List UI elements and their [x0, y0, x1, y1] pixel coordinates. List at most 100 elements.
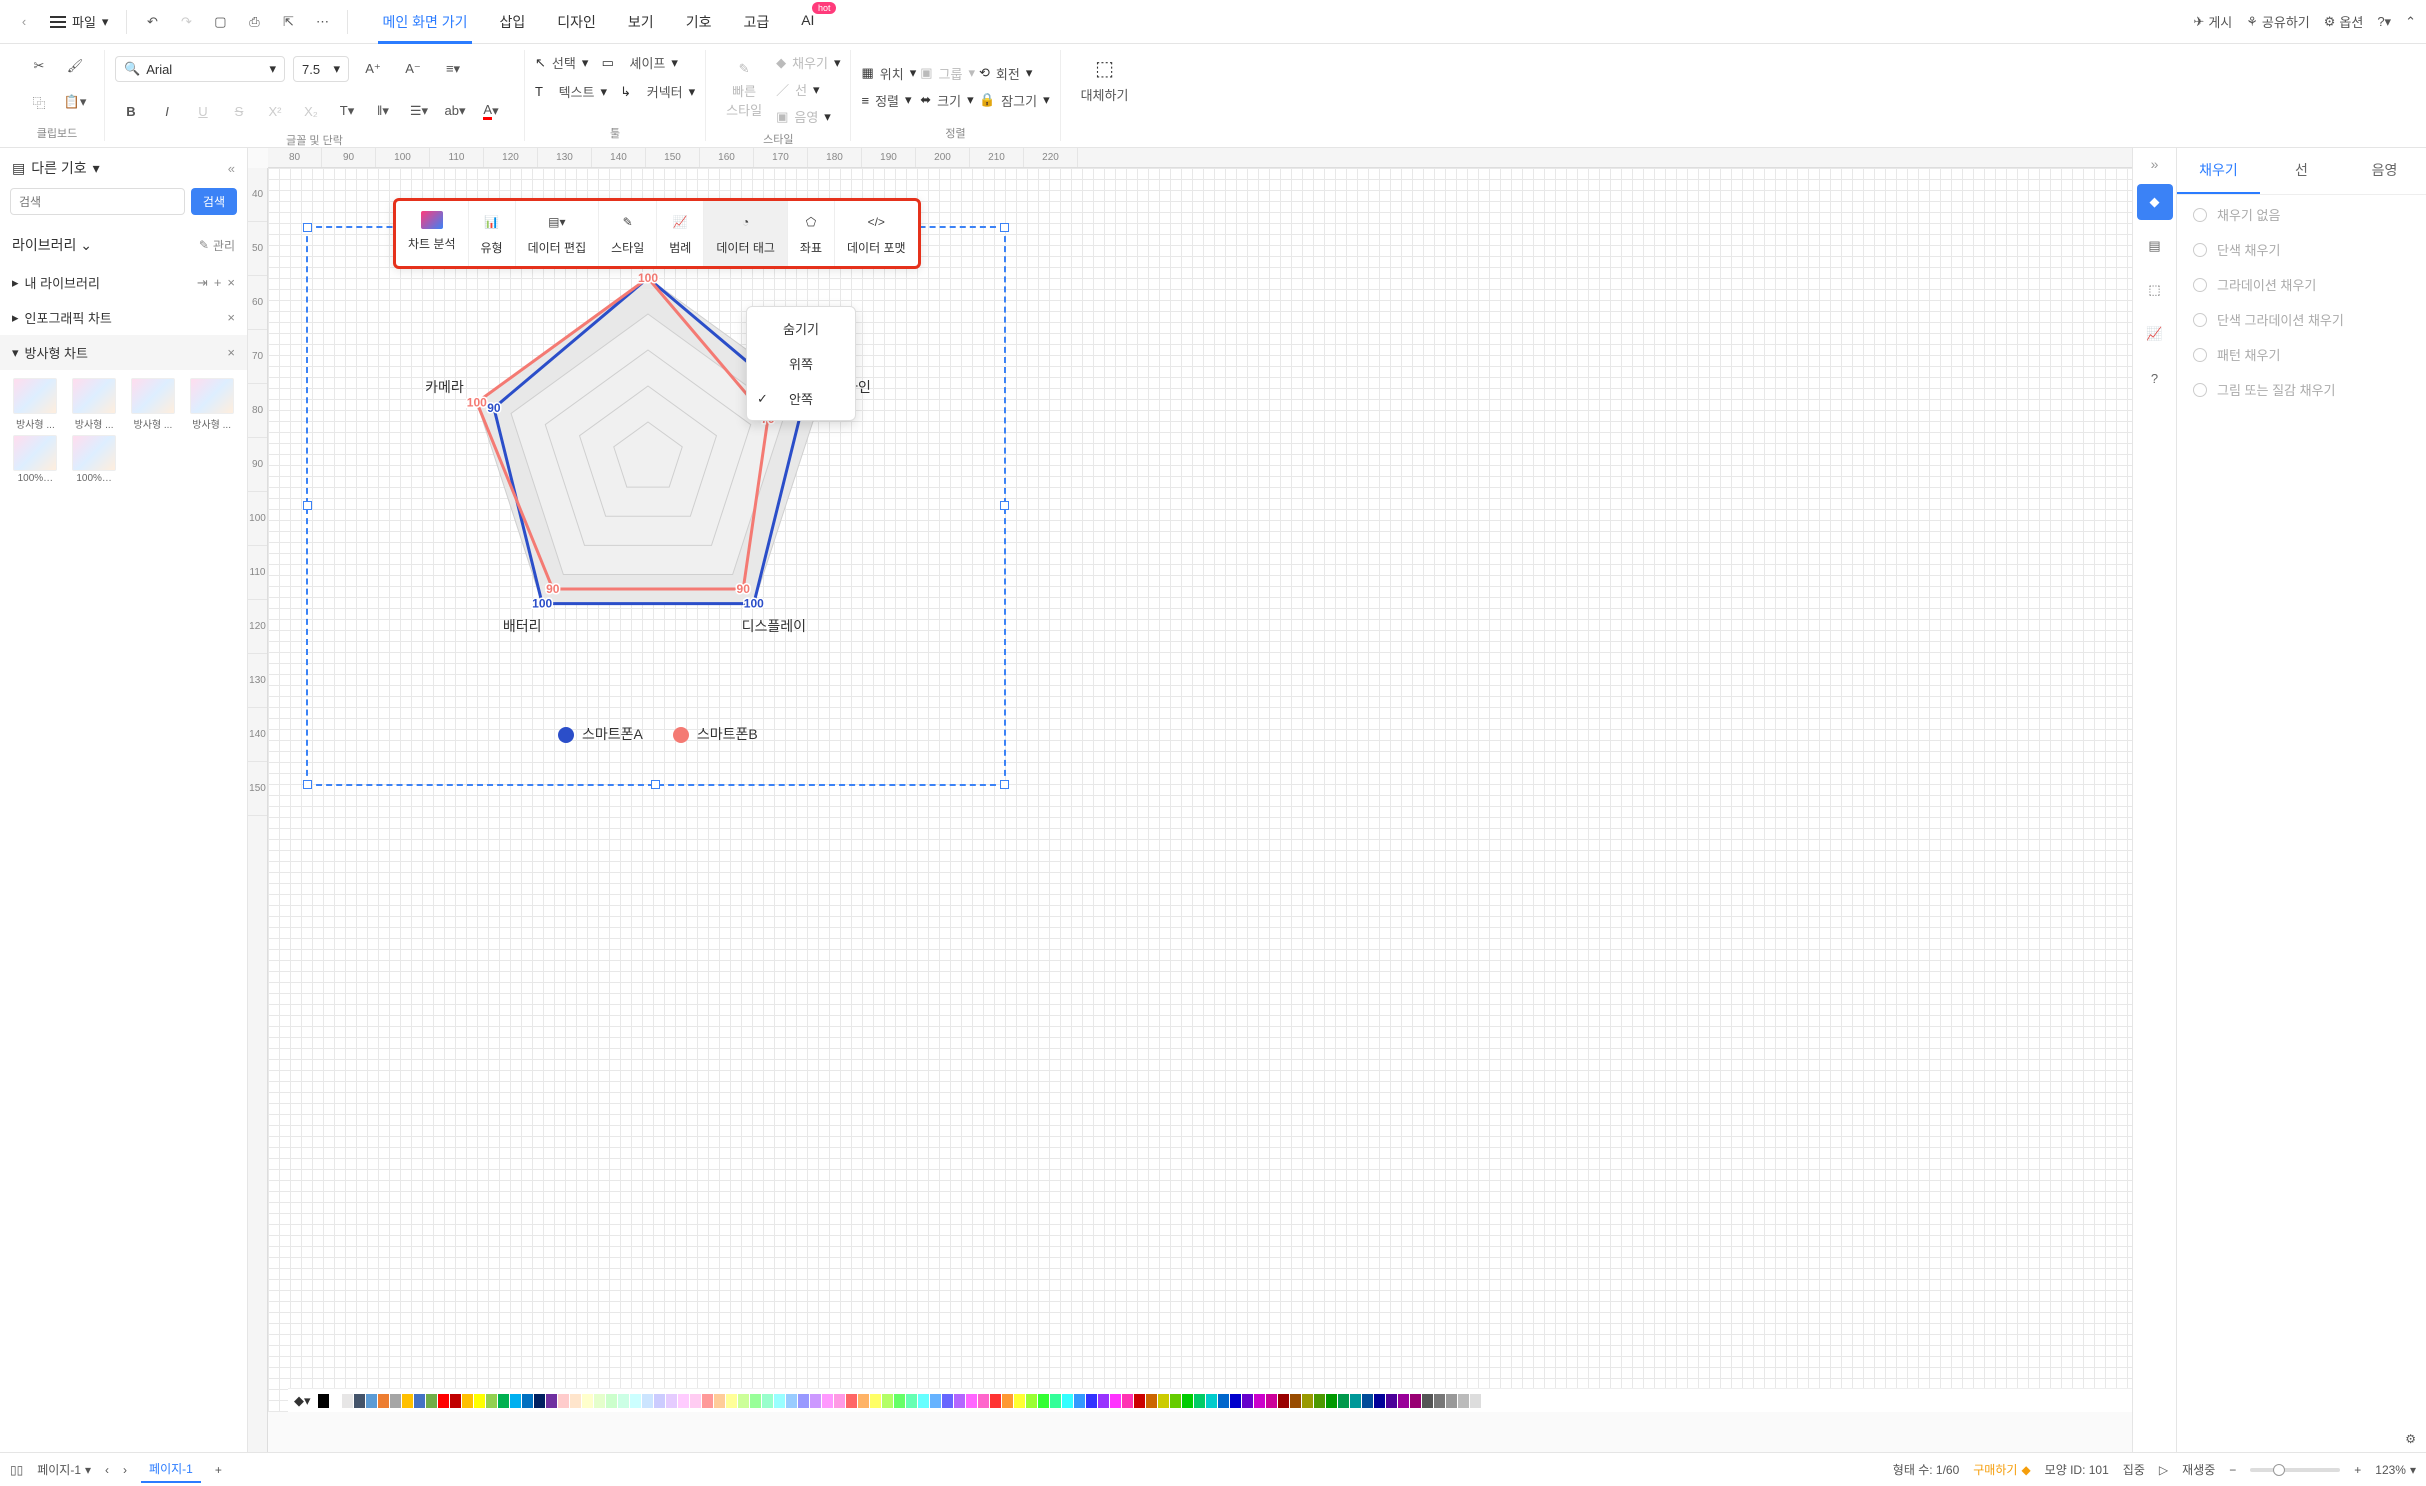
copy-button[interactable]: ⿻ — [23, 86, 55, 118]
collapse-left-button[interactable]: « — [228, 161, 235, 176]
color-swatch[interactable] — [342, 1394, 353, 1408]
underline-button[interactable]: U — [187, 95, 219, 127]
color-swatch[interactable] — [1158, 1394, 1169, 1408]
rp-tab-line[interactable]: 선 — [2260, 148, 2343, 194]
color-swatch[interactable] — [1290, 1394, 1301, 1408]
ct-format[interactable]: </>데이터 포맷 — [835, 201, 918, 266]
color-swatch[interactable] — [630, 1394, 641, 1408]
save-button[interactable]: ▢ — [205, 7, 235, 37]
redo-button[interactable]: ↷ — [171, 7, 201, 37]
color-swatch[interactable] — [354, 1394, 365, 1408]
color-swatch[interactable] — [702, 1394, 713, 1408]
tab-insert[interactable]: 삽입 — [496, 0, 530, 44]
color-swatch[interactable] — [402, 1394, 413, 1408]
export-button[interactable]: ⇱ — [273, 7, 303, 37]
position-menu[interactable]: ▦위치▾ — [861, 61, 916, 86]
color-swatch[interactable] — [1266, 1394, 1277, 1408]
font-shrink-button[interactable]: A⁻ — [397, 53, 429, 85]
color-swatch[interactable] — [1398, 1394, 1409, 1408]
color-swatch[interactable] — [378, 1394, 389, 1408]
color-swatch[interactable] — [1062, 1394, 1073, 1408]
font-grow-button[interactable]: A⁺ — [357, 53, 389, 85]
expand-right-button[interactable]: » — [2151, 156, 2159, 172]
color-swatch[interactable] — [882, 1394, 893, 1408]
fill-dropdown[interactable]: ◆▾ — [294, 1393, 311, 1409]
color-swatch[interactable] — [690, 1394, 701, 1408]
color-swatch[interactable] — [978, 1394, 989, 1408]
color-swatch[interactable] — [1422, 1394, 1433, 1408]
align-menu[interactable]: ≡정렬▾ — [861, 88, 916, 113]
format-painter-button[interactable]: 🖌 — [59, 50, 91, 82]
bullets-button[interactable]: ☰▾ — [403, 95, 435, 127]
help-button[interactable]: ?▾ — [2377, 14, 2391, 30]
color-swatch[interactable] — [1134, 1394, 1145, 1408]
shape-item[interactable]: 방사형 ... — [184, 378, 239, 431]
ct-data-tag[interactable]: ◔데이터 태그 — [704, 201, 788, 266]
color-swatch[interactable] — [1182, 1394, 1193, 1408]
color-swatch[interactable] — [1230, 1394, 1241, 1408]
bold-button[interactable]: B — [115, 95, 147, 127]
page-tab[interactable]: 페이지-1 — [141, 1456, 201, 1483]
color-swatch[interactable] — [678, 1394, 689, 1408]
resize-handle[interactable] — [303, 223, 312, 232]
rp-tab-fill[interactable]: 채우기 — [2177, 148, 2260, 194]
fill-option-gradient[interactable]: 그라데이션 채우기 — [2193, 275, 2410, 294]
options-button[interactable]: ⚙옵션 — [2324, 12, 2364, 31]
publish-button[interactable]: ✈게시 — [2193, 12, 2232, 31]
shape-item[interactable]: 100%… — [67, 435, 122, 484]
resize-handle[interactable] — [1000, 780, 1009, 789]
close-icon[interactable]: × — [227, 345, 235, 360]
canvas[interactable]: 8090100110120130140150160170180190200210… — [248, 148, 2132, 1452]
shape-item[interactable]: 100%… — [8, 435, 63, 484]
subscript-button[interactable]: X₂ — [295, 95, 327, 127]
resize-handle[interactable] — [651, 780, 660, 789]
zoom-out[interactable]: − — [2229, 1463, 2236, 1477]
color-swatch[interactable] — [546, 1394, 557, 1408]
focus-mode[interactable]: 집중 — [2123, 1461, 2145, 1478]
add-page[interactable]: + — [215, 1463, 222, 1477]
ct-axis[interactable]: ⬠좌표 — [788, 201, 835, 266]
color-swatch[interactable] — [1350, 1394, 1361, 1408]
color-swatch[interactable] — [1218, 1394, 1229, 1408]
resize-handle[interactable] — [1000, 223, 1009, 232]
fill-option-pattern[interactable]: 패턴 채우기 — [2193, 345, 2410, 364]
color-swatch[interactable] — [474, 1394, 485, 1408]
rs-layout[interactable]: ⬚ — [2137, 272, 2173, 308]
color-swatch[interactable] — [666, 1394, 677, 1408]
search-input[interactable] — [10, 188, 185, 215]
tab-home[interactable]: 메인 화면 가기 — [378, 0, 471, 44]
tab-design[interactable]: 디자인 — [553, 0, 600, 44]
color-swatch[interactable] — [366, 1394, 377, 1408]
section-my-library[interactable]: ▸ 내 라이브러리 ⇥+× — [0, 265, 247, 300]
color-swatch[interactable] — [558, 1394, 569, 1408]
resize-handle[interactable] — [1000, 501, 1009, 510]
replace-button[interactable]: ⬚ 대체하기 — [1071, 50, 1139, 110]
manage-library[interactable]: ✎관리 — [199, 237, 235, 254]
font-selector[interactable]: 🔍Arial▾ — [115, 56, 285, 82]
color-swatch[interactable] — [834, 1394, 845, 1408]
size-menu[interactable]: ⬌크기▾ — [920, 88, 975, 113]
color-swatch[interactable] — [1314, 1394, 1325, 1408]
color-swatch[interactable] — [1014, 1394, 1025, 1408]
color-swatch[interactable] — [918, 1394, 929, 1408]
color-swatch[interactable] — [1374, 1394, 1385, 1408]
color-swatch[interactable] — [1026, 1394, 1037, 1408]
color-swatch[interactable] — [1386, 1394, 1397, 1408]
font-color-button[interactable]: A▾ — [475, 95, 507, 127]
color-swatch[interactable] — [1458, 1394, 1469, 1408]
rs-page[interactable]: ▤ — [2137, 228, 2173, 264]
share-button[interactable]: ⚘공유하기 — [2246, 12, 2310, 31]
color-swatch[interactable] — [1326, 1394, 1337, 1408]
symbols-dropdown[interactable]: ▤다른 기호▾ — [12, 158, 100, 178]
color-swatch[interactable] — [1086, 1394, 1097, 1408]
paste-button[interactable]: 📋▾ — [59, 86, 91, 118]
cm-hide[interactable]: 숨기기 — [747, 311, 855, 346]
import-icon[interactable]: ⇥ — [197, 275, 208, 291]
case-button[interactable]: ab▾ — [439, 95, 471, 127]
quick-style-button[interactable]: ✎ 빠른 스타일 — [716, 55, 772, 125]
line-spacing-button[interactable]: ‖▾ — [367, 95, 399, 127]
color-swatch[interactable] — [1362, 1394, 1373, 1408]
section-infographic[interactable]: ▸ 인포그래픽 차트 × — [0, 300, 247, 335]
color-swatch[interactable] — [1410, 1394, 1421, 1408]
color-swatch[interactable] — [522, 1394, 533, 1408]
